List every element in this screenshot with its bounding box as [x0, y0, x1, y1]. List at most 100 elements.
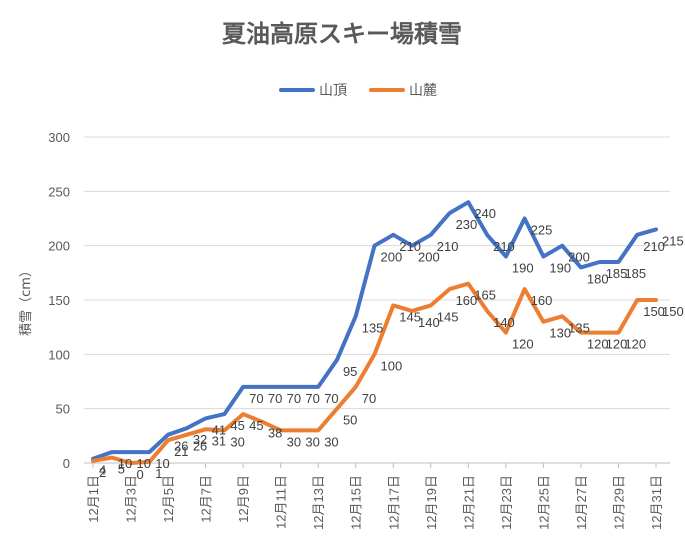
data-label-summit: 4 [99, 463, 106, 478]
data-label-base: 70 [362, 391, 376, 406]
y-tick-label: 150 [48, 293, 70, 308]
x-axis-ticks: 12月1日 12月3日 12月5日 12月7日 12月9日 12月11日 12月13日 12月… [86, 463, 664, 530]
y-tick-label: 0 [63, 456, 70, 471]
data-label-summit: 10 [155, 456, 169, 471]
data-label-summit: 180 [587, 271, 609, 286]
data-label-base: 30 [305, 434, 319, 449]
x-tick-label: 12月25日 [536, 475, 551, 530]
data-label-summit: 70 [249, 391, 263, 406]
y-tick-label: 250 [48, 184, 70, 199]
data-label-summit: 135 [362, 320, 384, 335]
data-label-summit: 185 [606, 266, 628, 281]
chart-title: 夏油高原スキー場積雪 [222, 20, 462, 48]
x-tick-label: 12月9日 [236, 475, 251, 523]
data-label-base: 0 [137, 467, 144, 482]
series-line-summit [91, 200, 658, 461]
data-label-base: 160 [456, 293, 478, 308]
x-tick-label: 12月19日 [424, 475, 439, 530]
data-label-summit: 70 [324, 391, 338, 406]
data-label-summit: 190 [512, 261, 534, 276]
x-tick-label: 12月11日 [274, 475, 289, 529]
series-lines [91, 200, 658, 465]
x-tick-label: 12月7日 [199, 475, 214, 523]
data-label-base: 165 [474, 288, 496, 303]
data-label-base: 145 [399, 309, 421, 324]
data-label-summit: 210 [437, 239, 459, 254]
y-tick-label: 300 [48, 130, 70, 145]
data-label-summit: 185 [624, 266, 646, 281]
data-label-base: 1 [155, 466, 162, 481]
data-label-base: 135 [568, 320, 590, 335]
x-tick-label: 12月3日 [124, 475, 139, 523]
data-label-base: 140 [493, 315, 515, 330]
x-tick-label: 12月5日 [161, 475, 176, 523]
data-label-base: 150 [662, 304, 684, 319]
gridlines [84, 136, 670, 464]
data-label-summit: 70 [305, 391, 319, 406]
data-label-summit: 200 [418, 250, 440, 265]
data-label-base: 45 [249, 418, 263, 433]
data-label-base: 26 [193, 439, 207, 454]
x-tick-label: 12月15日 [349, 475, 364, 530]
data-label-base: 150 [643, 304, 665, 319]
y-tick-label: 100 [48, 347, 70, 362]
legend-item-summit: 山頂 [279, 83, 347, 99]
x-tick-label: 12月29日 [611, 475, 626, 530]
data-label-base: 160 [531, 293, 553, 308]
x-tick-label: 12月17日 [386, 475, 401, 530]
data-label-summit: 32 [193, 432, 207, 447]
data-label-summit: 210 [643, 239, 665, 254]
data-label-base: 100 [381, 358, 403, 373]
legend: 山頂 山麓 [279, 83, 437, 99]
data-label-summit: 26 [174, 439, 188, 454]
data-label-summit: 225 [531, 223, 553, 238]
data-label-base: 120 [512, 337, 534, 352]
data-label-base: 21 [174, 444, 188, 459]
legend-label-summit: 山頂 [319, 83, 347, 99]
data-label-summit: 10 [118, 456, 132, 471]
x-tick-label: 12月13日 [311, 475, 326, 530]
data-label-base: 30 [324, 434, 338, 449]
data-label-summit: 190 [549, 261, 571, 276]
legend-item-base: 山麓 [369, 83, 437, 99]
data-label-summit: 240 [474, 206, 496, 221]
data-label-base: 5 [118, 462, 125, 477]
data-label-base: 130 [549, 326, 571, 341]
data-label-base: 120 [606, 337, 628, 352]
y-axis-ticks: 0 50 100 150 200 250 300 [48, 130, 70, 471]
y-tick-label: 50 [56, 402, 70, 417]
x-tick-label: 12月27日 [574, 475, 589, 530]
data-label-base: 31 [212, 433, 226, 448]
data-label-summit: 210 [399, 239, 421, 254]
data-label-base: 120 [624, 337, 646, 352]
data-label-base: 2 [99, 465, 106, 480]
data-label-base: 30 [230, 434, 244, 449]
y-tick-label: 200 [48, 239, 70, 254]
data-label-base: 50 [343, 413, 357, 428]
data-label-base: 145 [437, 309, 459, 324]
data-label-summit: 230 [456, 217, 478, 232]
x-tick-label: 12月21日 [461, 475, 476, 530]
legend-label-base: 山麓 [409, 83, 437, 99]
data-label-summit: 70 [268, 391, 282, 406]
data-label-base: 30 [287, 434, 301, 449]
data-label-summit: 41 [212, 422, 226, 437]
data-label-summit: 95 [343, 364, 357, 379]
data-label-base: 38 [268, 426, 282, 441]
x-tick-label: 12月23日 [499, 475, 514, 530]
data-label-base: 140 [418, 315, 440, 330]
data-label-summit: 200 [568, 250, 590, 265]
x-tick-label: 12月1日 [86, 475, 101, 523]
data-label-summit: 45 [230, 418, 244, 433]
data-label-summit: 200 [381, 250, 403, 265]
data-label-summit: 210 [493, 239, 515, 254]
data-label-base: 120 [587, 337, 609, 352]
x-tick-label: 12月31日 [649, 475, 664, 530]
data-label-summit: 70 [287, 391, 301, 406]
series-line-base [91, 281, 658, 465]
data-label-summit: 10 [137, 456, 151, 471]
y-axis-label: 積雪（cm） [19, 264, 34, 336]
data-label-summit: 215 [662, 233, 684, 248]
